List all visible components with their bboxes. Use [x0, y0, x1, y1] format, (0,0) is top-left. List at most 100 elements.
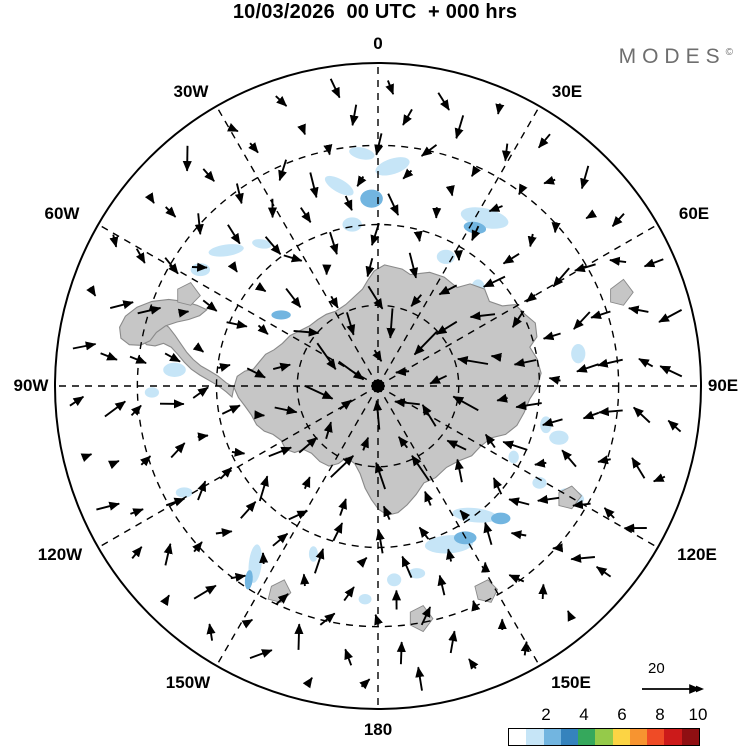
wind-arrow — [451, 631, 455, 653]
wind-scale-value: 20 — [648, 660, 665, 677]
colorbar-band-2 — [544, 729, 561, 745]
wind-arrow — [310, 173, 316, 198]
lon-label-90e: 90E — [708, 376, 738, 396]
wind-arrow — [166, 207, 176, 217]
wind-arrow — [472, 170, 476, 177]
wind-arrow — [203, 169, 214, 181]
wind-arrow — [333, 523, 342, 541]
wind-arrow — [645, 259, 664, 266]
wind-arrow — [543, 584, 544, 599]
wind-arrow — [229, 127, 238, 131]
wind-arrow — [132, 406, 142, 416]
wind-arrow — [629, 308, 649, 312]
wind-arrow — [150, 197, 154, 203]
wind-arrow — [301, 208, 311, 223]
wind-arrow — [376, 615, 379, 625]
wind-arrow — [440, 576, 445, 596]
wind-arrow — [438, 93, 449, 110]
shaded-patch — [208, 242, 245, 258]
colorbar-tick-2: 2 — [541, 705, 550, 725]
wind-arrow — [577, 364, 599, 371]
lon-label-60e: 60E — [679, 204, 709, 224]
wind-arrow — [503, 442, 527, 450]
wind-arrow — [90, 288, 95, 296]
shaded-patch — [348, 145, 376, 162]
lon-label-120w: 120W — [38, 545, 82, 565]
wind-arrow — [388, 194, 398, 215]
wind-arrow — [598, 360, 623, 366]
wind-arrow — [456, 115, 463, 138]
wind-arrow — [509, 499, 529, 504]
wind-arrow — [198, 481, 205, 500]
south-pole-marker — [372, 380, 385, 393]
wind-arrow — [166, 499, 184, 506]
wind-arrow — [574, 312, 590, 329]
colorbar-tick-8: 8 — [655, 705, 664, 725]
colorbar-band-8 — [647, 729, 664, 745]
colorbar-band-6 — [613, 729, 630, 745]
colorbar-band-3 — [561, 729, 578, 745]
wind-arrow — [599, 410, 623, 412]
lon-label-180: 180 — [364, 720, 392, 740]
wind-arrow — [302, 128, 305, 135]
wind-arrow — [194, 542, 202, 552]
wind-arrow — [539, 134, 550, 148]
wind-arrow — [660, 366, 682, 376]
wind-scale-legend: 20 — [640, 660, 726, 702]
wind-arrow — [305, 477, 310, 489]
wind-arrow — [280, 160, 287, 181]
wind-arrow — [544, 334, 561, 339]
wind-arrow — [494, 478, 502, 494]
wind-arrow — [668, 421, 680, 432]
wind-arrow — [227, 322, 247, 326]
wind-arrow — [403, 171, 411, 179]
colorbar-band-5 — [595, 729, 612, 745]
wind-arrow — [344, 587, 354, 601]
wind-arrow — [250, 650, 272, 658]
wind-arrow — [259, 325, 268, 334]
wind-arrow — [210, 624, 213, 641]
wind-arrow — [237, 184, 242, 204]
wind-arrow — [436, 207, 437, 218]
wind-arrow — [165, 544, 170, 566]
wind-arrow — [376, 133, 381, 154]
colorbar-band-4 — [578, 729, 595, 745]
wind-arrow — [132, 547, 142, 559]
wind-arrow — [586, 214, 593, 218]
wind-arrow — [535, 463, 546, 465]
wind-arrow — [360, 558, 367, 565]
wind-arrow — [538, 498, 559, 501]
wind-arrow — [553, 268, 569, 287]
shaded-patch — [387, 573, 401, 586]
shaded-patch — [549, 431, 568, 445]
wind-arrow — [549, 378, 560, 381]
wind-arrow — [498, 104, 500, 114]
wind-arrow — [425, 492, 431, 506]
lon-label-120e: 120E — [677, 545, 717, 565]
wind-arrow — [137, 249, 145, 263]
wind-arrow — [96, 504, 119, 510]
wind-arrow — [504, 254, 520, 264]
wind-arrow — [308, 678, 312, 684]
wind-arrow — [340, 499, 346, 516]
wind-arrow — [193, 387, 208, 398]
shaded-patch — [322, 172, 356, 199]
wind-arrow — [263, 553, 264, 564]
wind-arrow — [304, 574, 305, 586]
wind-arrow — [130, 509, 143, 514]
wind-arrow — [459, 251, 460, 260]
colorbar-bands — [508, 728, 700, 746]
wind-arrow — [113, 235, 116, 247]
wind-arrow — [402, 557, 411, 578]
wind-arrow — [165, 595, 169, 602]
wind-arrow — [232, 265, 237, 272]
wind-arrow — [269, 448, 291, 457]
wind-arrow — [299, 624, 300, 650]
wind-arrow — [232, 452, 245, 454]
wind-arrow — [222, 405, 240, 414]
shaded-patch — [571, 344, 585, 363]
shaded-patch — [163, 363, 186, 377]
